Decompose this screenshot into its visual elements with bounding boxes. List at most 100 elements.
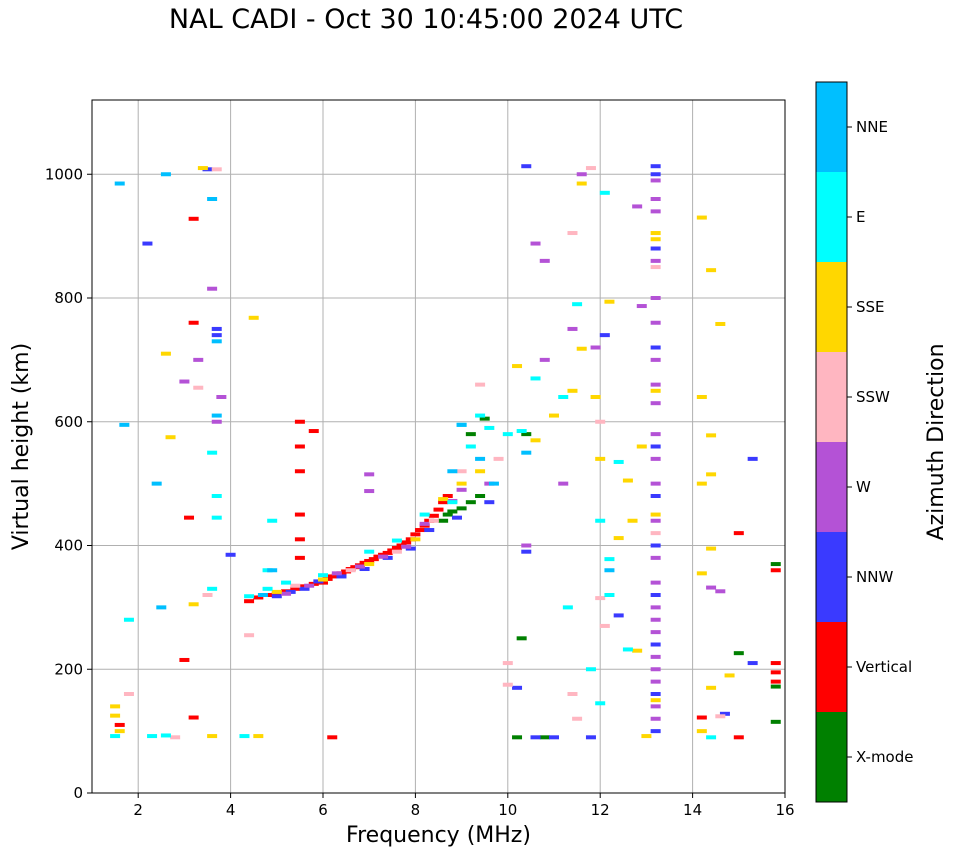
data-point-sse bbox=[512, 364, 523, 369]
data-point-vertical bbox=[410, 532, 421, 537]
x-tick-label: 10 bbox=[498, 801, 517, 819]
data-point-x-mode bbox=[516, 636, 527, 641]
y-tick-label: 1000 bbox=[45, 165, 83, 183]
data-point-w bbox=[650, 209, 661, 214]
data-point-ssw bbox=[567, 692, 578, 696]
data-point-ssw bbox=[650, 531, 661, 536]
data-point-vertical bbox=[294, 469, 305, 474]
data-point-ssw bbox=[428, 518, 439, 523]
data-point-sse bbox=[438, 497, 449, 502]
colorbar-label: NNW bbox=[856, 568, 893, 586]
data-point-w bbox=[650, 617, 661, 622]
data-point-x-mode bbox=[447, 509, 458, 514]
colorbar-label: Vertical bbox=[856, 658, 912, 676]
data-point-w bbox=[558, 481, 569, 486]
colorbar-segment-sse bbox=[816, 262, 847, 352]
data-point-nnw bbox=[359, 567, 370, 572]
data-point-x-mode bbox=[770, 684, 781, 689]
data-point-nnw bbox=[585, 735, 596, 740]
data-point-nnw bbox=[451, 515, 462, 520]
data-point-e bbox=[244, 594, 255, 599]
data-point-e bbox=[447, 500, 458, 505]
data-point-nnw bbox=[650, 444, 661, 449]
data-point-vertical bbox=[244, 599, 255, 604]
data-point-w bbox=[650, 654, 661, 659]
data-point-e bbox=[160, 733, 171, 738]
data-point-sse bbox=[641, 734, 652, 739]
data-point-vertical bbox=[770, 568, 781, 573]
data-point-vertical bbox=[188, 216, 199, 221]
data-point-w bbox=[650, 667, 661, 672]
colorbar-segment-x-mode bbox=[816, 712, 847, 802]
data-point-ssw bbox=[585, 166, 596, 171]
y-tick-label: 600 bbox=[54, 413, 83, 431]
data-point-vertical bbox=[294, 444, 305, 449]
colorbar-label: SSE bbox=[856, 298, 885, 316]
data-point-nne bbox=[267, 568, 278, 573]
x-tick-label: 6 bbox=[318, 801, 328, 819]
data-point-w bbox=[401, 544, 412, 549]
data-point-w bbox=[521, 543, 532, 548]
data-point-x-mode bbox=[770, 562, 781, 567]
data-point-sse bbox=[706, 546, 717, 551]
data-point-sse bbox=[706, 472, 717, 477]
data-point-w bbox=[364, 472, 375, 477]
data-point-e bbox=[207, 450, 218, 455]
data-point-sse bbox=[576, 181, 587, 186]
data-point-ssw bbox=[599, 623, 610, 628]
data-point-e bbox=[502, 432, 513, 437]
data-point-w bbox=[378, 554, 389, 559]
data-point-w bbox=[331, 571, 342, 576]
data-point-e bbox=[613, 459, 624, 464]
data-point-vertical bbox=[770, 670, 781, 675]
x-tick-label: 8 bbox=[411, 801, 421, 819]
y-tick-label: 800 bbox=[54, 289, 83, 307]
data-point-nnw bbox=[650, 164, 661, 169]
data-point-nnw bbox=[521, 164, 532, 169]
data-point-ssw bbox=[211, 167, 222, 172]
data-point-x-mode bbox=[465, 432, 476, 437]
data-point-e bbox=[706, 735, 717, 740]
data-point-nnw bbox=[719, 711, 730, 716]
data-point-vertical bbox=[770, 661, 781, 666]
data-point-nne bbox=[160, 172, 171, 177]
data-point-nne bbox=[114, 181, 125, 186]
data-point-sse bbox=[475, 469, 486, 474]
data-point-sse bbox=[110, 704, 121, 709]
data-point-vertical bbox=[253, 595, 264, 600]
data-point-sse bbox=[567, 388, 578, 393]
data-point-vertical bbox=[294, 555, 305, 560]
data-point-x-mode bbox=[733, 651, 744, 656]
data-point-ssw bbox=[572, 716, 583, 721]
data-point-nne bbox=[604, 568, 615, 573]
data-point-w bbox=[650, 357, 661, 362]
data-point-e bbox=[604, 557, 615, 562]
x-tick-label: 12 bbox=[591, 801, 610, 819]
data-point-e bbox=[419, 512, 430, 517]
colorbar-label: W bbox=[856, 478, 871, 496]
data-point-e bbox=[207, 586, 218, 591]
data-point-w bbox=[650, 382, 661, 387]
data-point-e bbox=[599, 190, 610, 195]
colorbar-segment-vertical bbox=[816, 622, 847, 712]
data-point-sse bbox=[715, 321, 726, 326]
data-point-x-mode bbox=[465, 500, 476, 505]
data-point-sse bbox=[706, 433, 717, 438]
data-point-w bbox=[650, 555, 661, 560]
data-point-e bbox=[622, 647, 633, 652]
x-tick-label: 2 bbox=[133, 801, 143, 819]
data-point-vertical bbox=[368, 557, 379, 562]
data-point-ssw bbox=[345, 568, 356, 573]
data-point-nnw bbox=[336, 574, 347, 579]
y-tick-label: 0 bbox=[73, 784, 83, 802]
data-point-sse bbox=[590, 395, 601, 399]
data-point-ssw bbox=[202, 593, 213, 597]
data-point-nnw bbox=[650, 729, 661, 734]
data-point-sse bbox=[207, 734, 218, 739]
data-point-w bbox=[650, 704, 661, 709]
data-point-vertical bbox=[415, 528, 426, 533]
data-point-vertical bbox=[188, 715, 199, 720]
data-point-e bbox=[211, 515, 222, 520]
data-point-sse bbox=[595, 456, 606, 461]
